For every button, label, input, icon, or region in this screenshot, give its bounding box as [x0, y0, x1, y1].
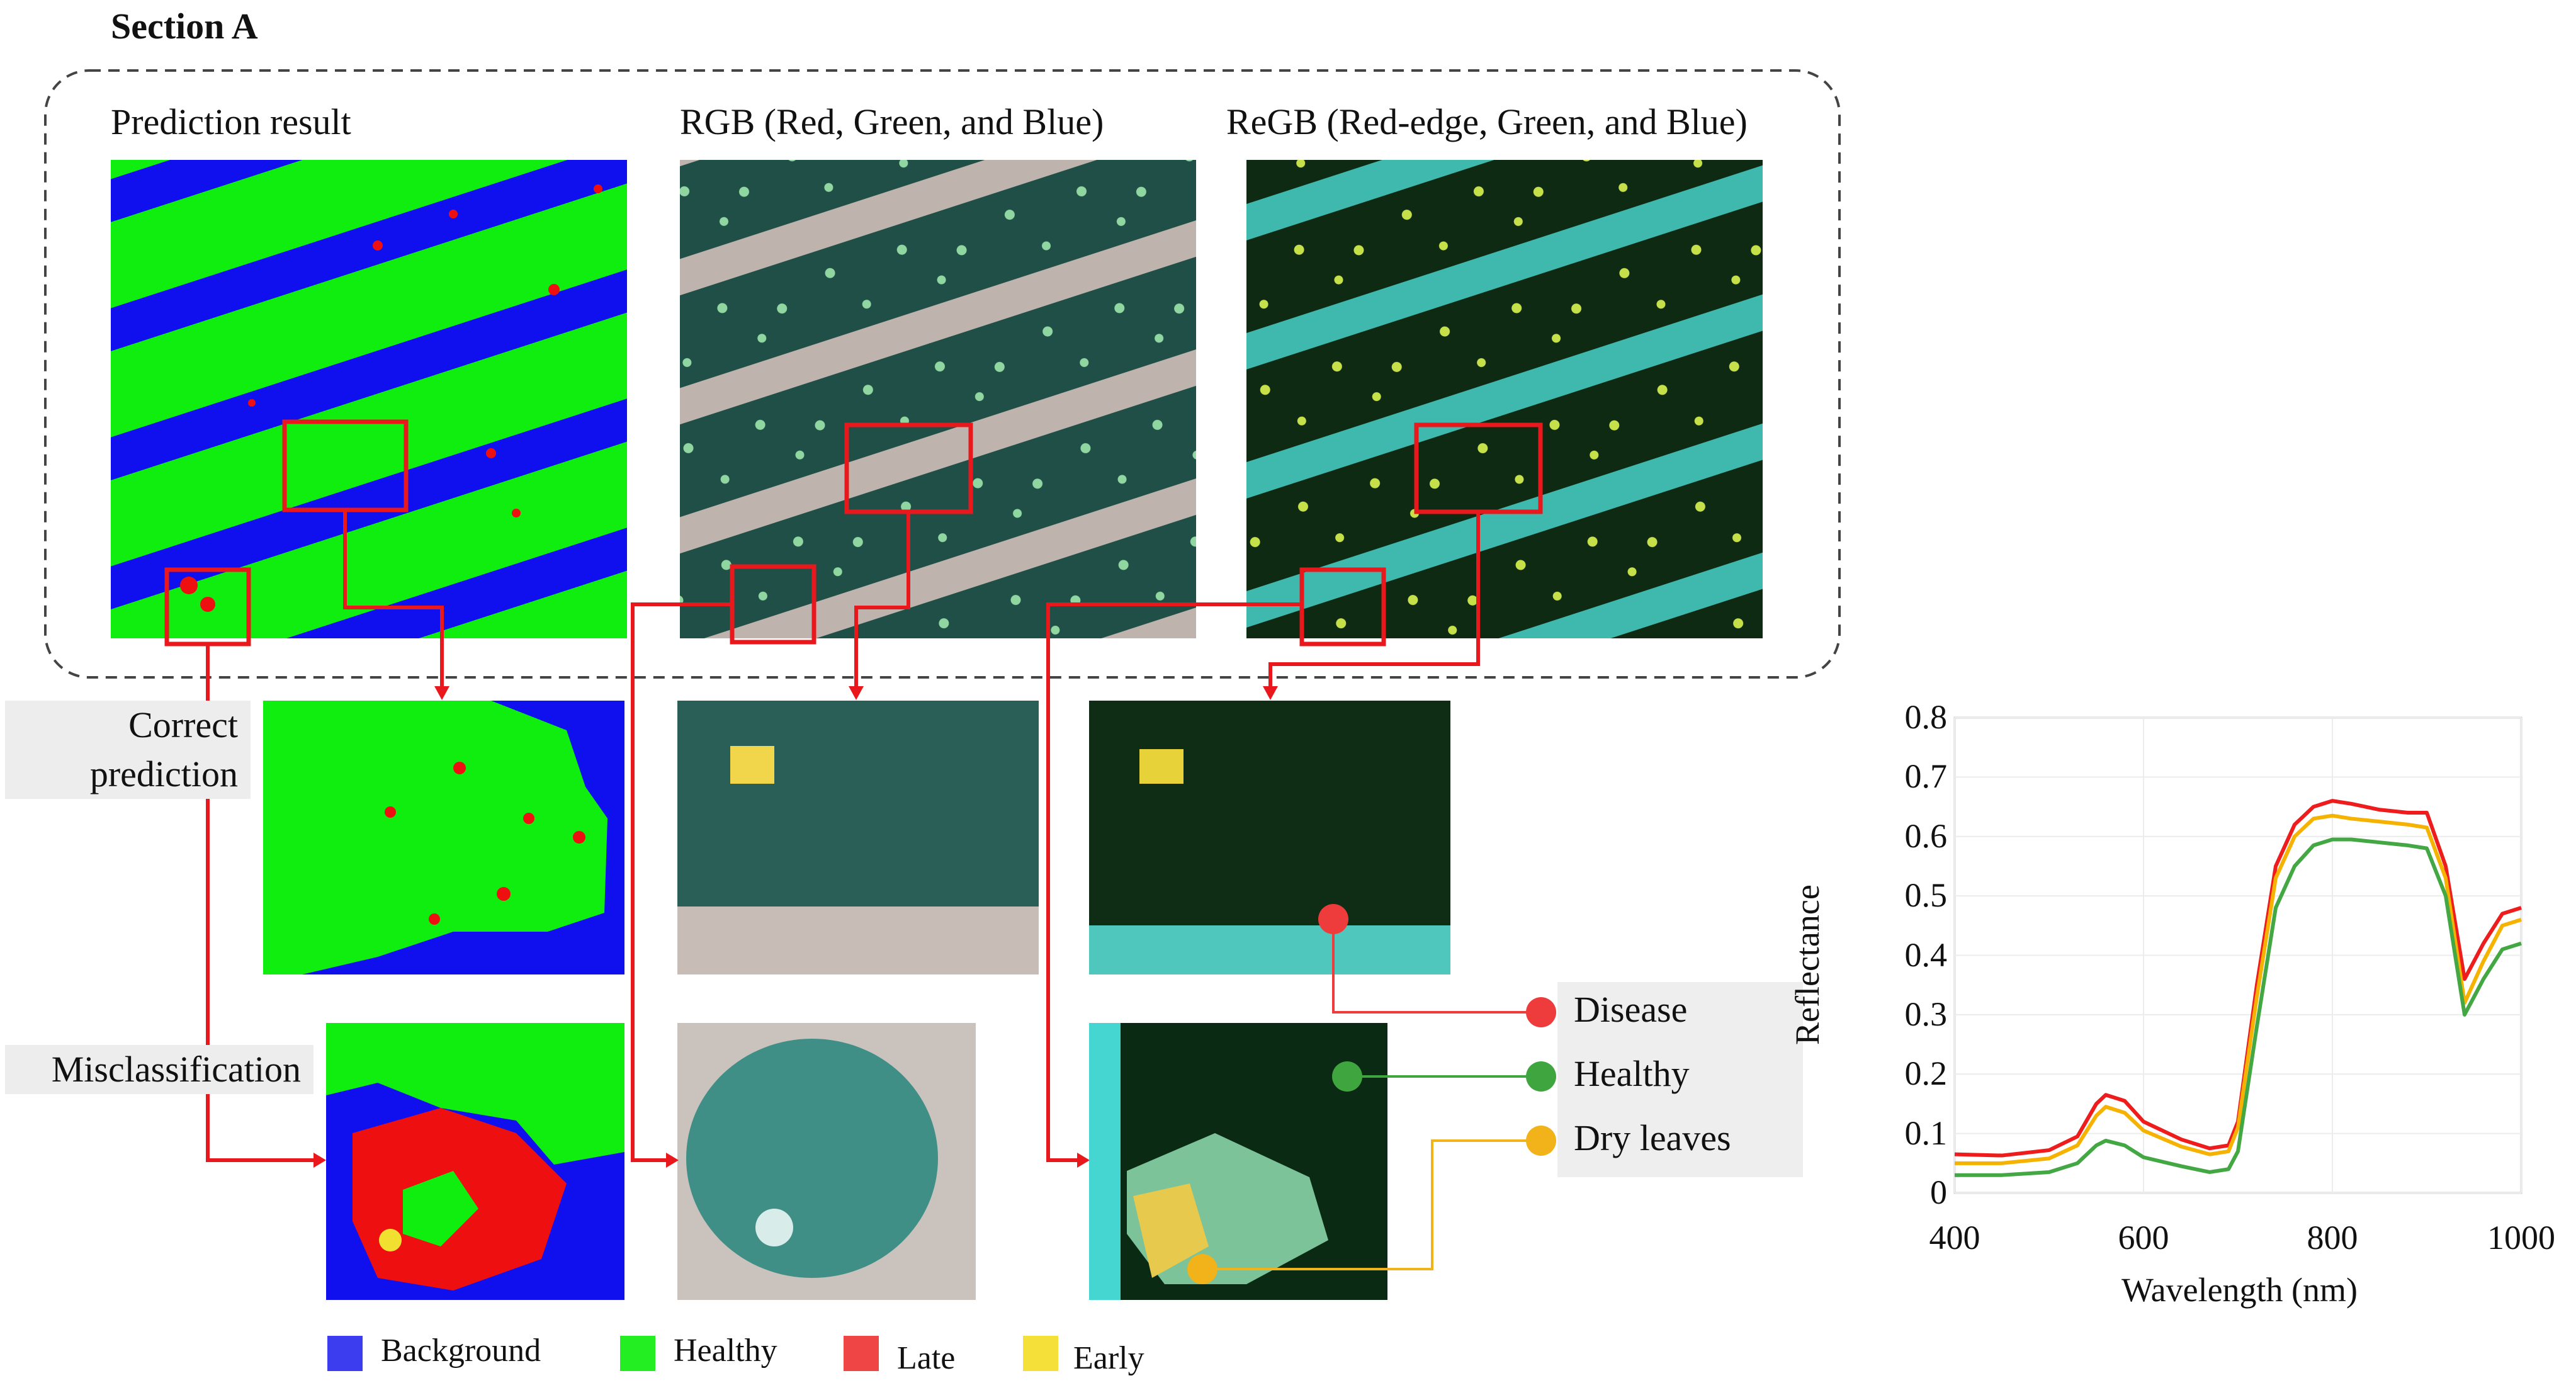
header-regb: ReGB (Red-edge, Green, and Blue) — [1226, 101, 1748, 142]
dry-leaves-legend-dot — [1526, 1126, 1556, 1156]
zoom-correct-regb-yellow-patch — [1139, 749, 1183, 784]
chart-ytick-label: 0.2 — [1904, 1054, 1948, 1093]
zoom-correct-rgb-yellow-patch — [730, 746, 774, 784]
legend-swatch-early — [1023, 1336, 1058, 1371]
reflectance-chart — [1953, 716, 2522, 1194]
healthy-sample-point — [1332, 1061, 1362, 1092]
header-prediction: Prediction result — [111, 101, 351, 142]
rgb-image — [680, 160, 1196, 638]
section-a-dashed-frame — [44, 69, 1841, 679]
zoom-correct-healthy-region — [263, 701, 607, 974]
spectral-legend-healthy: Healthy — [1574, 1053, 1690, 1094]
label-correct-prediction: Correct prediction — [5, 701, 251, 799]
disease-legend-dot — [1526, 997, 1556, 1027]
zoom-misclass-regb-yellow-area — [1133, 1183, 1209, 1278]
regb-image — [1246, 160, 1763, 638]
chart-xtick-label: 1000 — [2487, 1219, 2555, 1257]
legend-swatch-late — [844, 1336, 879, 1371]
chart-ytick-label: 0.1 — [1904, 1114, 1948, 1152]
zoom-correct-late-spots — [385, 762, 585, 925]
zoom-misclass-rgb-canopy — [686, 1039, 938, 1278]
dry-leaves-sample-point — [1187, 1254, 1217, 1284]
zoom-misclass-early-spot — [379, 1229, 402, 1251]
legend-swatch-healthy — [620, 1336, 655, 1371]
chart-xlabel: Wavelength (nm) — [2121, 1271, 2358, 1309]
spectral-legend-disease: Disease — [1574, 989, 1688, 1030]
connector-lines — [206, 510, 1480, 1162]
prediction-map — [111, 160, 627, 638]
chart-xtick-label: 400 — [1929, 1219, 1980, 1257]
legend-label-healthy: Healthy — [674, 1333, 777, 1369]
label-misclassification: Misclassification — [5, 1045, 314, 1094]
spectral-legend-box — [1557, 982, 1803, 1177]
chart-ytick-label: 0.4 — [1904, 935, 1948, 974]
chart-series-line-2 — [1955, 837, 2522, 1177]
connector-arrowheads — [314, 686, 1278, 1168]
chart-ytick-label: 0 — [1930, 1173, 1947, 1211]
zoom-misclass-rgb-highlight — [755, 1209, 793, 1246]
chart-ytick-label: 0.7 — [1904, 757, 1948, 796]
legend-label-background: Background — [381, 1333, 541, 1369]
zoom-correct-rgb-soil — [677, 906, 1039, 974]
chart-series-line-1 — [1955, 813, 2522, 1165]
spectral-legend-dry-leaves: Dry leaves — [1574, 1117, 1731, 1158]
label-correct-line2: prediction — [89, 754, 238, 794]
dry-leaves-connector — [1202, 1139, 1530, 1270]
legend-swatch-background — [327, 1336, 363, 1371]
healthy-legend-dot — [1526, 1061, 1556, 1092]
zoom-correct-regb-soil — [1089, 925, 1450, 974]
chart-ytick-label: 0.3 — [1904, 995, 1948, 1033]
chart-ytick-label: 0.5 — [1904, 876, 1948, 915]
chart-ylabel: Reflectance — [1788, 884, 1826, 1045]
header-rgb: RGB (Red, Green, and Blue) — [680, 101, 1104, 142]
legend-label-early: Early — [1073, 1340, 1144, 1376]
disease-sample-point — [1318, 904, 1348, 934]
chart-xtick-label: 800 — [2307, 1219, 2358, 1257]
disease-connector — [1332, 919, 1530, 1014]
label-correct-line1: Correct — [128, 704, 238, 745]
zoom-misclass-regb-soil — [1089, 1023, 1121, 1300]
chart-ytick-label: 0.6 — [1904, 816, 1948, 855]
misclass-box-regb — [1299, 567, 1386, 647]
zoom-misclass-healthy-island — [403, 1171, 478, 1246]
legend-label-late: Late — [897, 1340, 956, 1376]
prediction-map-late-speckle — [180, 184, 602, 612]
chart-ytick-label: 0.8 — [1904, 698, 1948, 736]
chart-xtick-label: 600 — [2118, 1219, 2169, 1257]
zoom-misclass-healthy-region — [326, 1023, 624, 1165]
section-title: Section A — [111, 6, 258, 47]
